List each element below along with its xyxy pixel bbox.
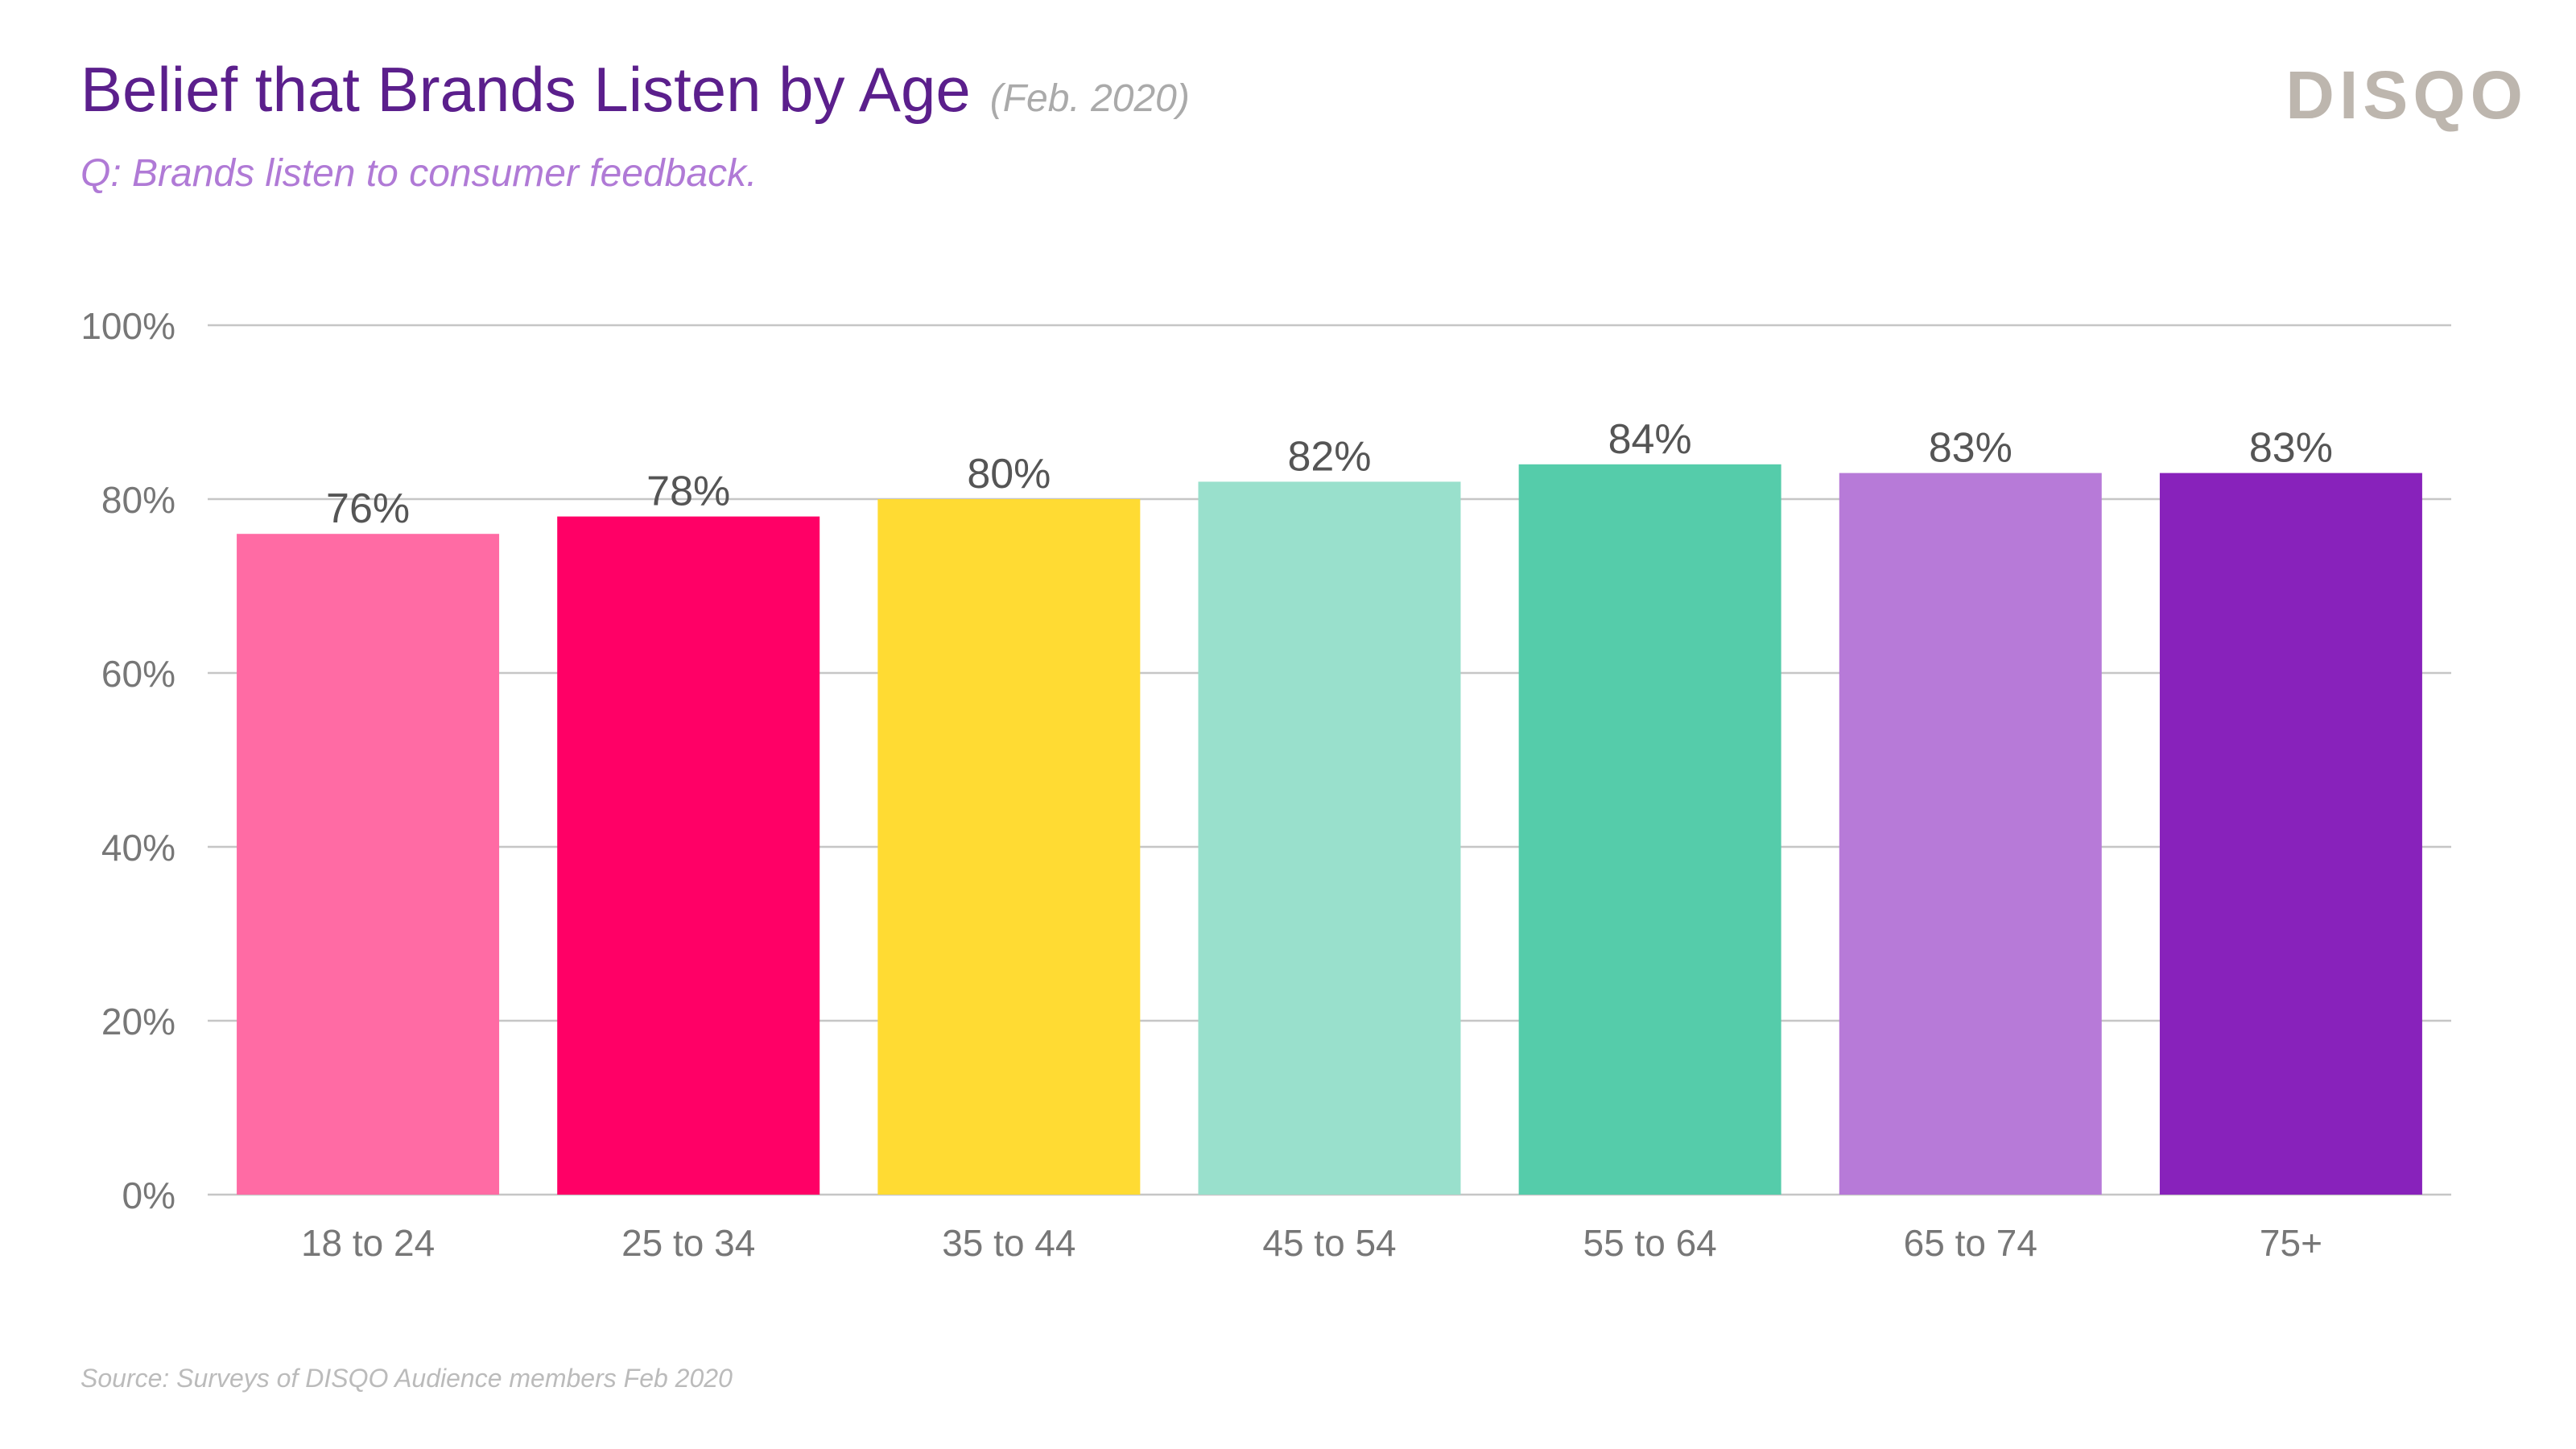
value-label: 80% <box>967 451 1051 497</box>
bar-55-to-64 <box>1518 464 1781 1195</box>
y-tick-label: 20% <box>101 1001 175 1042</box>
value-label: 76% <box>326 485 410 532</box>
y-tick-label: 40% <box>101 827 175 869</box>
y-tick-label: 80% <box>101 479 175 521</box>
bar-25-to-34 <box>557 516 820 1195</box>
x-tick-label: 55 to 64 <box>1583 1222 1717 1264</box>
x-tick-label: 75+ <box>2260 1222 2322 1264</box>
bar-18-to-24 <box>237 534 500 1195</box>
x-tick-label: 65 to 74 <box>1904 1222 2037 1264</box>
value-labels: 76% 78% 80% 82% 84% 83% 83% <box>326 416 2333 532</box>
y-tick-label: 60% <box>101 653 175 695</box>
value-label: 82% <box>1287 433 1371 480</box>
x-tick-label: 25 to 34 <box>621 1222 755 1264</box>
value-label: 83% <box>1929 425 2013 472</box>
x-tick-label: 35 to 44 <box>942 1222 1075 1264</box>
chart-subtitle: Q: Brands listen to consumer feedback. <box>80 152 758 195</box>
value-label: 83% <box>2249 425 2333 472</box>
y-tick-label: 0% <box>122 1174 175 1216</box>
chart-date: (Feb. 2020) <box>989 77 1190 120</box>
x-tick-label: 18 to 24 <box>301 1222 435 1264</box>
bar-65-to-74 <box>1839 473 2102 1195</box>
chart-title: Belief that Brands Listen by Age <box>80 54 971 125</box>
value-label: 78% <box>646 469 730 515</box>
value-label: 84% <box>1608 416 1692 463</box>
title-row: Belief that Brands Listen by Age (Feb. 2… <box>80 53 1190 126</box>
disqo-logo: DISQO <box>2285 57 2528 133</box>
y-axis-ticks: 0% 20% 40% 60% 80% 100% <box>80 305 175 1216</box>
y-tick-label: 100% <box>80 305 175 347</box>
x-axis-ticks: 18 to 24 25 to 34 35 to 44 45 to 54 55 to 64… <box>301 1222 2322 1264</box>
x-tick-label: 45 to 54 <box>1262 1222 1396 1264</box>
bar-45-to-54 <box>1198 481 1461 1195</box>
bars <box>237 464 2422 1195</box>
source-note: Source: Surveys of DISQO Audience member… <box>80 1364 733 1393</box>
bar-35-to-44 <box>877 499 1141 1195</box>
bar-75plus <box>2159 473 2422 1195</box>
